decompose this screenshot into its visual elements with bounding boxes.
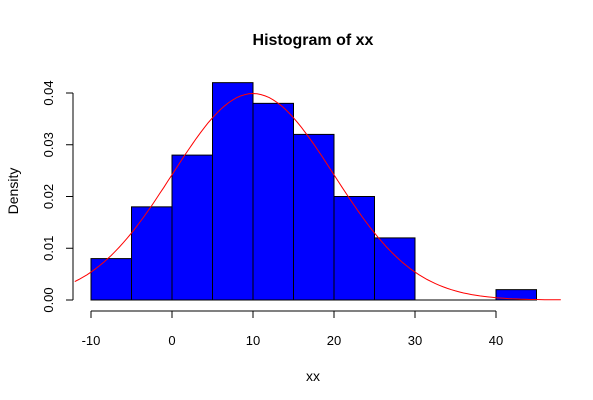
x-tick-label: 20 xyxy=(327,333,341,348)
histogram-bar-4 xyxy=(252,102,294,301)
x-tick-label: -10 xyxy=(82,333,101,348)
y-tick-label: 0.00 xyxy=(41,287,56,312)
x-tick-label: 30 xyxy=(408,333,422,348)
histogram-bar-7 xyxy=(374,237,416,301)
histogram-bar-6 xyxy=(333,196,375,301)
density-curve-group xyxy=(74,92,561,301)
normal-density-curve xyxy=(74,92,561,301)
y-tick-label: 0.03 xyxy=(41,132,56,157)
histogram-bar-2 xyxy=(171,154,213,301)
x-tick-label: 0 xyxy=(168,333,175,348)
y-tick-label: 0.01 xyxy=(41,236,56,261)
x-axis-label: xx xyxy=(306,368,320,384)
x-tick-label: 10 xyxy=(246,333,260,348)
x-tick-label: 40 xyxy=(489,333,503,348)
histogram-bar-0 xyxy=(90,258,132,301)
bars-group xyxy=(90,82,537,301)
histogram-bar-5 xyxy=(293,133,335,301)
chart-title: Histogram of xx xyxy=(253,32,374,49)
y-tick-label: 0.04 xyxy=(41,80,56,105)
histogram-bar-3 xyxy=(212,82,254,301)
y-tick-label: 0.02 xyxy=(41,184,56,209)
y-axis-label: Density xyxy=(5,168,21,215)
x-axis: -10 0 10 20 30 40 xyxy=(82,310,503,348)
histogram-bar-1 xyxy=(131,206,173,301)
y-axis: 0.00 0.01 0.02 0.03 0.04 xyxy=(41,80,74,313)
